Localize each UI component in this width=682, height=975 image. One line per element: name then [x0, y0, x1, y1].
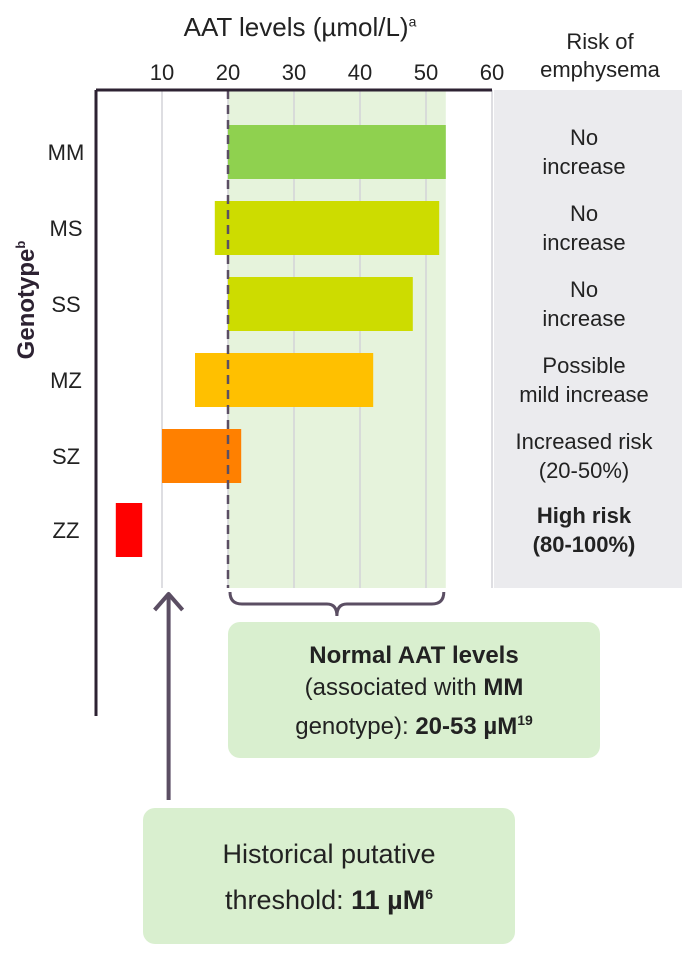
x-tick-30: 30	[282, 60, 306, 85]
x-tick-60: 60	[480, 60, 504, 85]
historical-threshold-callout: Historical putative threshold: 11 µM6	[143, 808, 515, 944]
chart-title: AAT levels (µmol/L)a	[183, 12, 417, 42]
y-tick-MZ: MZ	[50, 368, 82, 393]
y-tick-SZ: SZ	[52, 444, 80, 469]
risk-cell-MS: No increase	[542, 201, 626, 255]
normal-callout-title: Normal AAT levels	[309, 642, 519, 669]
y-tick-ZZ: ZZ	[53, 518, 80, 543]
bar-SS	[228, 277, 413, 331]
y-tick-SS: SS	[51, 292, 80, 317]
bar-MZ	[195, 353, 374, 407]
risk-cell-MM: No increase	[542, 125, 626, 179]
bar-SZ	[162, 429, 242, 483]
y-tick-MM: MM	[48, 140, 85, 165]
risk-cell-SS: No increase	[542, 277, 626, 331]
bar-MS	[214, 201, 440, 255]
x-tick-20: 20	[216, 60, 240, 85]
risk-column-header: Risk of emphysema	[540, 29, 660, 82]
risk-panel	[494, 90, 682, 588]
normal-range-brace	[228, 591, 446, 617]
bar-MM	[228, 125, 446, 179]
x-tick-10: 10	[150, 60, 174, 85]
normal-levels-callout: Normal AAT levels (associated with MM ge…	[228, 622, 600, 758]
risk-cell-MZ: Possible mild increase	[519, 353, 649, 407]
bar-ZZ	[115, 503, 143, 557]
risk-cell-ZZ: High risk (80-100%)	[532, 503, 636, 557]
threshold-value: 11 µM	[351, 885, 426, 915]
risk-cell-SZ: Increased risk (20-50%)	[515, 429, 653, 483]
threshold-arrow-head	[153, 592, 185, 612]
y-tick-MS: MS	[50, 216, 83, 241]
x-tick-50: 50	[414, 60, 438, 85]
x-tick-40: 40	[348, 60, 372, 85]
normal-range-value: 20-53 µM	[415, 713, 518, 740]
